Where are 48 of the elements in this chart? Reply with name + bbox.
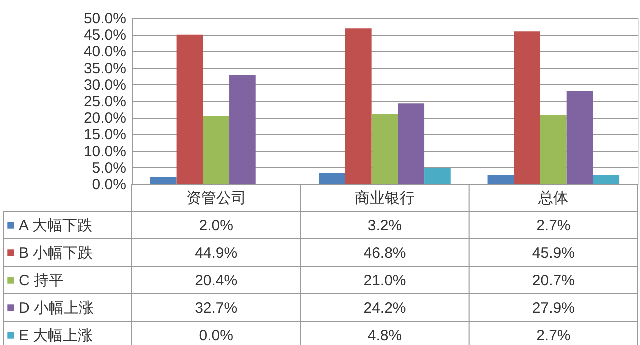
legend-label: A 大幅下跌 xyxy=(19,218,92,234)
bar xyxy=(203,116,230,184)
data-label: 44.9% xyxy=(195,245,238,262)
y-tick-label: 45.0% xyxy=(84,27,126,44)
x-tick-label: 资管公司 xyxy=(186,190,246,207)
y-tick-label: 50.0% xyxy=(84,10,126,28)
y-tick-label: 5.0% xyxy=(92,160,126,177)
data-label: 2.7% xyxy=(536,328,571,344)
y-tick-label: 40.0% xyxy=(84,44,126,61)
data-label: 3.2% xyxy=(368,218,402,234)
y-tick-label: 10.0% xyxy=(84,143,126,160)
data-label: 21.0% xyxy=(364,272,406,290)
bar xyxy=(176,34,204,184)
legend-label: B 小幅下跌 xyxy=(19,245,94,262)
bar xyxy=(398,104,425,184)
legend-label: D 小幅上涨 xyxy=(19,300,94,317)
y-tick-label: 25.0% xyxy=(84,94,126,110)
data-label: 32.7% xyxy=(195,300,238,317)
y-tick-label: 35.0% xyxy=(84,60,126,78)
bar xyxy=(230,75,256,184)
data-label: 0.0% xyxy=(199,328,234,344)
bar xyxy=(150,177,177,184)
y-tick-label: 20.0% xyxy=(84,110,126,128)
bar xyxy=(345,28,372,184)
y-tick-label: 15.0% xyxy=(84,126,126,144)
bar xyxy=(424,168,451,184)
x-tick-label: 总体 xyxy=(538,190,569,207)
data-label: 2.7% xyxy=(536,218,571,234)
legend-label: E 大幅上涨 xyxy=(19,328,94,344)
data-label: 46.8% xyxy=(364,245,406,262)
x-tick-label: 商业银行 xyxy=(355,190,415,207)
bar xyxy=(514,32,540,184)
data-label: 45.9% xyxy=(532,245,575,262)
data-label: 2.0% xyxy=(199,218,234,234)
data-label: 20.4% xyxy=(195,272,238,290)
bar xyxy=(372,114,398,184)
bar xyxy=(488,175,514,184)
legend-label: C 持平 xyxy=(19,272,64,290)
data-label: 27.9% xyxy=(532,300,575,317)
y-tick-label: 30.0% xyxy=(84,76,126,94)
data-label: 4.8% xyxy=(368,328,402,344)
bar xyxy=(593,175,620,184)
data-label: 20.7% xyxy=(532,272,575,290)
bar xyxy=(319,173,346,184)
bar xyxy=(566,91,594,184)
data-label: 24.2% xyxy=(364,300,406,317)
y-tick-label: 0.0% xyxy=(92,176,126,194)
bar xyxy=(540,115,567,184)
